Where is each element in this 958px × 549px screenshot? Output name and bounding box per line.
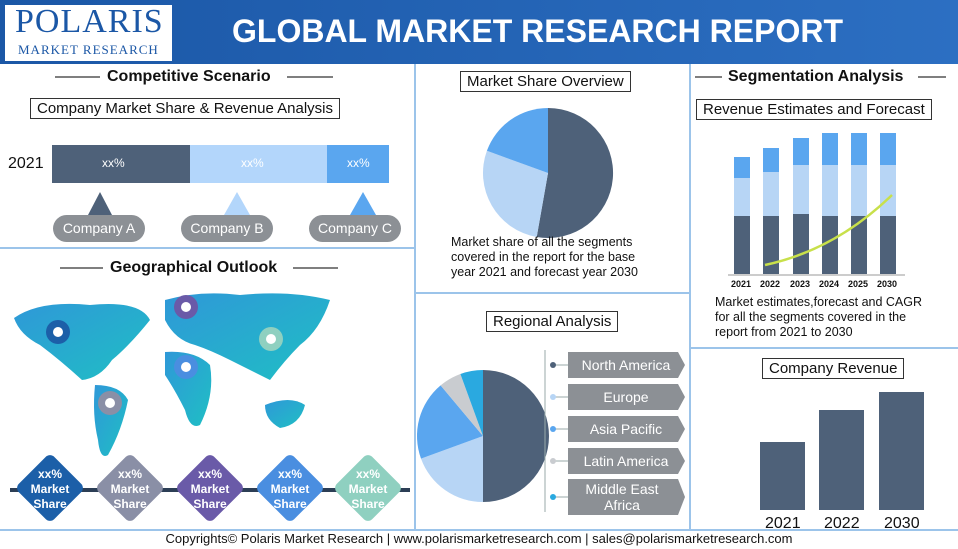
- company-pill: Company C: [309, 215, 401, 242]
- stacked-bars: [734, 133, 896, 274]
- company-pill: Company A: [53, 215, 145, 242]
- badges: [17, 455, 401, 521]
- badge: xx% Market Share: [15, 467, 85, 512]
- pie-slice: [486, 108, 548, 173]
- badge-label: Market Share: [30, 482, 70, 511]
- title-rules: [55, 76, 946, 269]
- logo-subtitle: MARKET RESEARCH: [18, 42, 159, 57]
- pie-slice: [421, 436, 483, 502]
- badge: xx% Market Share: [255, 467, 325, 512]
- section-title: Regional Analysis: [486, 311, 619, 332]
- section-title: Segmentation Analysis: [728, 68, 904, 85]
- caption: Market share of all the segments covered…: [451, 235, 638, 279]
- year-label: 2021: [765, 515, 801, 532]
- segment-label: xx%: [347, 156, 370, 170]
- year-label: 2024: [819, 279, 840, 289]
- segment-label: xx%: [102, 156, 125, 170]
- share-segment: [52, 145, 190, 183]
- section-title: Market Share Overview: [460, 71, 631, 92]
- badge-value: xx%: [277, 467, 303, 481]
- year-label: 2030: [884, 515, 920, 532]
- pie-slice: [460, 370, 483, 436]
- pie-slice: [536, 107, 614, 238]
- badge-label: Market Share: [110, 482, 150, 511]
- caption: Market estimates,forecast and CAGR for a…: [715, 295, 923, 339]
- logo-title: POLARIS: [15, 3, 164, 40]
- cagr-curve: [764, 194, 893, 267]
- world-map: [14, 293, 330, 456]
- badge-value: xx%: [37, 467, 63, 481]
- pie-slice: [417, 385, 483, 459]
- badge: xx% Market Share: [95, 467, 165, 512]
- panel-borders: [0, 64, 958, 531]
- region-dots: [550, 362, 568, 500]
- company-pill: Company B: [181, 215, 273, 242]
- badge-value: xx%: [117, 467, 143, 481]
- share-segment: [327, 145, 389, 183]
- pointer: [224, 192, 250, 215]
- year-label: 2025: [848, 279, 869, 289]
- region-tags: [568, 352, 685, 515]
- region-label: Asia Pacific: [589, 421, 663, 437]
- section-title: Competitive Scenario: [107, 68, 271, 85]
- revenue-bar: [819, 410, 864, 510]
- badge-label: Market Share: [190, 482, 230, 511]
- year-label: 2021: [8, 155, 44, 172]
- year-label: 2023: [790, 279, 811, 289]
- year-label: 2030: [877, 279, 898, 289]
- header-title: GLOBAL MARKET RESEARCH REPORT: [232, 13, 843, 49]
- segment-label: xx%: [241, 156, 264, 170]
- region-label: North America: [581, 357, 671, 373]
- year-label: 2022: [824, 515, 860, 532]
- pie-slice: [483, 370, 549, 502]
- badge-label: Market Share: [270, 482, 310, 511]
- region-label: Middle East Africa: [585, 481, 659, 513]
- pointer: [88, 192, 112, 215]
- footer: Copyrights© Polaris Market Research | ww…: [165, 531, 793, 546]
- badge-value: xx%: [197, 467, 223, 481]
- badge-label: Market Share: [348, 482, 388, 511]
- year-label: 2021: [731, 279, 752, 289]
- pointer: [350, 192, 376, 215]
- badge: xx% Market Share: [333, 467, 403, 512]
- share-segment: [190, 145, 327, 183]
- pie-slice: [440, 374, 483, 436]
- logo-box: [5, 5, 172, 61]
- revenue-bar: [760, 442, 805, 510]
- badge: xx% Market Share: [175, 467, 245, 512]
- revenue-bar: [879, 392, 924, 510]
- section-title: Company Revenue: [762, 358, 905, 379]
- region-label: Latin America: [583, 453, 669, 469]
- pie-slice: [482, 150, 548, 237]
- badge-value: xx%: [355, 467, 381, 481]
- region-label: Europe: [603, 389, 649, 405]
- map-pins: [46, 295, 283, 415]
- year-label: 2022: [760, 279, 781, 289]
- section-subtitle: Revenue Estimates and Forecast: [696, 99, 932, 120]
- section-title: Geographical Outlook: [110, 259, 278, 276]
- section-subtitle: Company Market Share & Revenue Analysis: [30, 98, 340, 119]
